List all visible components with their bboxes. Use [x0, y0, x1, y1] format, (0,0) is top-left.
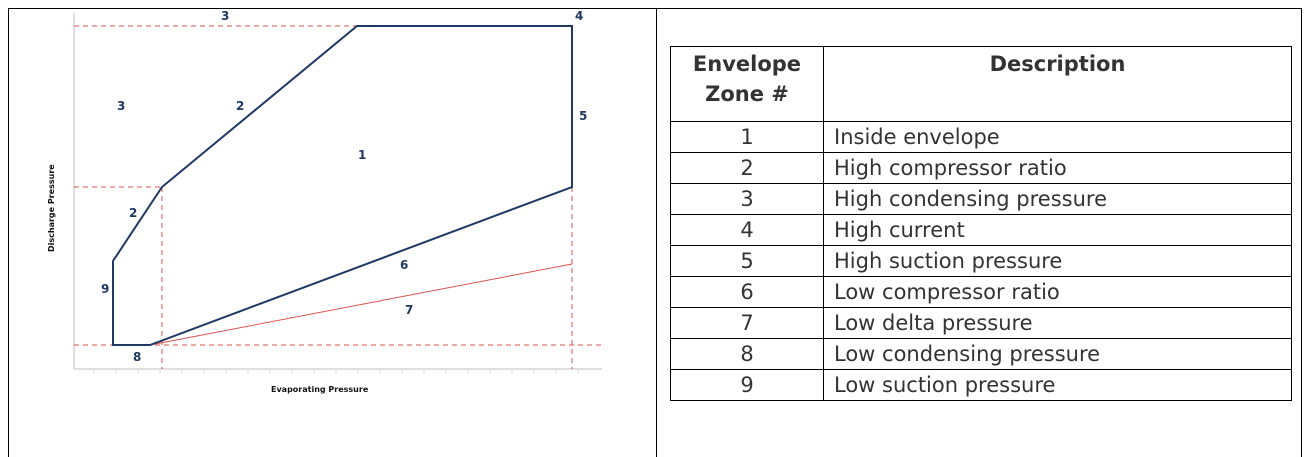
zone-label-mid-7: 7 [405, 303, 413, 317]
header-description: Description [823, 46, 1292, 122]
zone-label-center-1: 1 [358, 148, 366, 162]
table-row: 5 High suction pressure [670, 245, 1292, 277]
zone-description-cell: Inside envelope [823, 121, 1292, 153]
zone-label-top-3: 3 [221, 9, 229, 23]
table-row: 6 Low compressor ratio [670, 276, 1292, 308]
zone-number-cell: 2 [670, 152, 824, 184]
zone-label-mid-6: 6 [400, 258, 408, 272]
low-delta-pressure-line [149, 263, 573, 346]
table-row: 4 High current [670, 214, 1292, 246]
limit-lines [74, 25, 602, 369]
zone-label-left-3: 3 [117, 99, 125, 113]
page-frame [8, 8, 1302, 457]
zone-number-cell: 5 [670, 245, 824, 277]
zone-description-cell: Low suction pressure [823, 369, 1292, 401]
zone-label-right-5: 5 [579, 109, 587, 123]
envelope-zone-table: Envelope Zone # Description 1 Inside env… [670, 46, 1292, 401]
zone-label-lower-2: 2 [129, 206, 137, 220]
zone-number-cell: 9 [670, 369, 824, 401]
header-zone-line-2: Zone # [705, 82, 789, 106]
x-axis-ticks [93, 369, 579, 373]
zone-label-bottom-8: 8 [133, 350, 141, 364]
zone-description-cell: Low condensing pressure [823, 338, 1292, 370]
header-envelope-zone: Envelope Zone # [670, 46, 824, 122]
zone-number-cell: 7 [670, 307, 824, 339]
table-header-row: Envelope Zone # Description [670, 46, 1292, 122]
table-row: 9 Low suction pressure [670, 369, 1292, 401]
zone-label-left-9: 9 [101, 282, 109, 296]
column-divider [656, 8, 657, 457]
zone-label-top-4: 4 [575, 9, 583, 23]
zone-label-upper-2: 2 [236, 99, 244, 113]
zone-number-cell: 4 [670, 214, 824, 246]
zone-number-cell: 8 [670, 338, 824, 370]
zone-description-cell: Low delta pressure [823, 307, 1292, 339]
table-row: 2 High compressor ratio [670, 152, 1292, 184]
y-axis-label: Discharge Pressure [47, 164, 56, 252]
table-row: 7 Low delta pressure [670, 307, 1292, 339]
operating-envelope-outline [112, 25, 573, 346]
header-zone-line-1: Envelope [692, 52, 802, 76]
table-row: 1 Inside envelope [670, 121, 1292, 153]
zone-number-cell: 6 [670, 276, 824, 308]
zone-description-cell: Low compressor ratio [823, 276, 1292, 308]
zone-description-cell: High compressor ratio [823, 152, 1292, 184]
zone-number-cell: 3 [670, 183, 824, 215]
operating-envelope-diagram: 3 4 3 2 5 1 2 6 9 7 8 Evaporating Pressu… [47, 9, 602, 394]
table-row: 8 Low condensing pressure [670, 338, 1292, 370]
zone-number-cell: 1 [670, 121, 824, 153]
table-row: 3 High condensing pressure [670, 183, 1292, 215]
zone-description-cell: High current [823, 214, 1292, 246]
zone-description-cell: High condensing pressure [823, 183, 1292, 215]
x-axis-label: Evaporating Pressure [271, 385, 369, 394]
zone-description-cell: High suction pressure [823, 245, 1292, 277]
